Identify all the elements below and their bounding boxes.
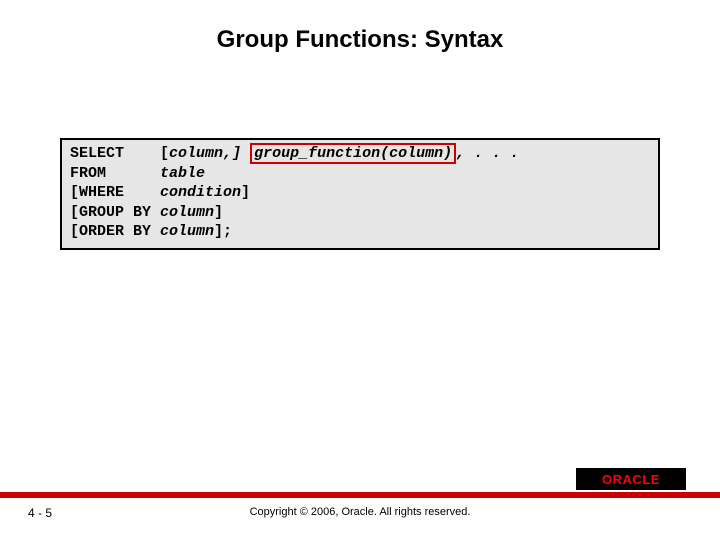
suffix-1: , . . . xyxy=(456,145,519,162)
code-line-2: FROM table xyxy=(70,164,650,184)
highlight-group-function: group_function(column) xyxy=(250,143,456,164)
keyword-select: SELECT xyxy=(70,144,124,164)
mid-1: ,] xyxy=(223,145,250,162)
pad-1 xyxy=(124,145,160,162)
pad-3 xyxy=(124,184,160,201)
slide-footer: ORACLE 4 - 5 Copyright © 2006, Oracle. A… xyxy=(0,492,720,526)
slide-title: Group Functions: Syntax xyxy=(0,26,720,54)
keyword-from: FROM xyxy=(70,164,106,184)
tail-4: ] xyxy=(214,204,223,221)
slide: Group Functions: Syntax SELECT [column,]… xyxy=(0,0,720,540)
tail-5: ]; xyxy=(214,223,232,240)
pad-4 xyxy=(151,204,160,221)
oracle-logo: ORACLE xyxy=(576,468,686,490)
keyword-order-by: [ORDER BY xyxy=(70,222,151,242)
code-line-4: [GROUP BY column] xyxy=(70,203,650,223)
arg-column-1: column xyxy=(169,145,223,162)
keyword-where: [WHERE xyxy=(70,183,124,203)
tail-3: ] xyxy=(241,184,250,201)
arg-column-2: column xyxy=(160,204,214,221)
bracket-open: [ xyxy=(160,145,169,162)
code-line-3: [WHERE condition] xyxy=(70,183,650,203)
arg-column-3: column xyxy=(160,223,214,240)
pad-5 xyxy=(151,223,160,240)
copyright-text: Copyright © 2006, Oracle. All rights res… xyxy=(0,506,720,518)
oracle-logo-text: ORACLE xyxy=(602,472,660,487)
pad-2 xyxy=(106,165,160,182)
sql-syntax-codebox: SELECT [column,] group_function(column),… xyxy=(60,138,660,250)
code-line-1: SELECT [column,] group_function(column),… xyxy=(70,144,650,164)
arg-table: table xyxy=(160,165,205,182)
keyword-group-by: [GROUP BY xyxy=(70,203,151,223)
code-line-5: [ORDER BY column]; xyxy=(70,222,650,242)
arg-condition: condition xyxy=(160,184,241,201)
